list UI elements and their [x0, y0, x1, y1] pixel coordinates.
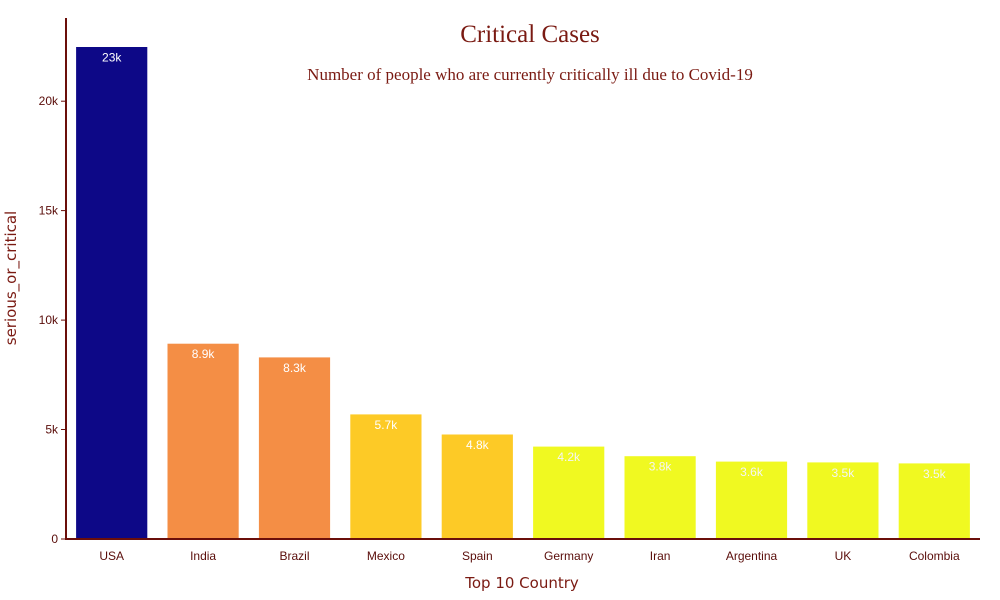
x-tick-label: Germany: [544, 549, 593, 563]
bar-colombia: [897, 462, 971, 540]
data-label-germany: 4.2k: [557, 450, 581, 464]
data-label-usa: 23k: [102, 51, 122, 65]
data-label-mexico: 5.7k: [375, 418, 399, 432]
data-label-india: 8.9k: [192, 347, 216, 361]
x-tick-label: Colombia: [909, 549, 960, 563]
data-label-spain: 4.8k: [466, 438, 490, 452]
chart-title: Critical Cases: [460, 21, 600, 48]
y-tick-label: 15k: [39, 204, 59, 218]
data-label-iran: 3.8k: [649, 460, 673, 474]
x-tick-label: Spain: [462, 549, 493, 563]
bar-mexico: [349, 413, 423, 540]
chart-subtitle: Number of people who are currently criti…: [307, 65, 753, 84]
bar-spain: [440, 433, 514, 540]
x-tick-label: USA: [99, 549, 124, 563]
x-tick-label: UK: [835, 549, 852, 563]
y-ticks-layer: 0 5k 10k 15k 20k: [39, 94, 66, 546]
y-tick-label: 5k: [45, 423, 59, 437]
y-axis-title: serious_or_critical: [2, 211, 21, 345]
data-label-argentina: 3.6k: [740, 465, 764, 479]
bar-india: [166, 342, 240, 540]
axes-layer: [65, 18, 980, 540]
bars-layer: [75, 46, 971, 540]
x-tick-label: Iran: [650, 549, 671, 563]
bar-germany: [532, 445, 606, 540]
bar-argentina: [714, 460, 789, 540]
data-label-colombia: 3.5k: [923, 467, 947, 481]
x-tick-label: India: [190, 549, 216, 563]
data-label-uk: 3.5k: [832, 466, 856, 480]
y-tick-label: 0: [51, 532, 58, 546]
x-tick-label: Argentina: [726, 549, 778, 563]
y-tick-label: 10k: [39, 313, 59, 327]
x-tick-label: Mexico: [367, 549, 405, 563]
bar-brazil: [257, 356, 332, 540]
data-labels-layer: 23k 8.9k 8.3k 5.7k 4.8k 4.2k 3.8k 3.6k 3.5k 3.5k: [102, 51, 947, 481]
x-tick-label: Brazil: [279, 549, 309, 563]
bar-usa: [75, 46, 149, 540]
data-label-brazil: 8.3k: [283, 361, 307, 375]
y-tick-label: 20k: [39, 94, 59, 108]
x-axis-title: Top 10 Country: [464, 574, 579, 592]
x-ticks-layer: USA India Brazil Mexico Spain Germany Iran Arge…: [99, 549, 960, 563]
